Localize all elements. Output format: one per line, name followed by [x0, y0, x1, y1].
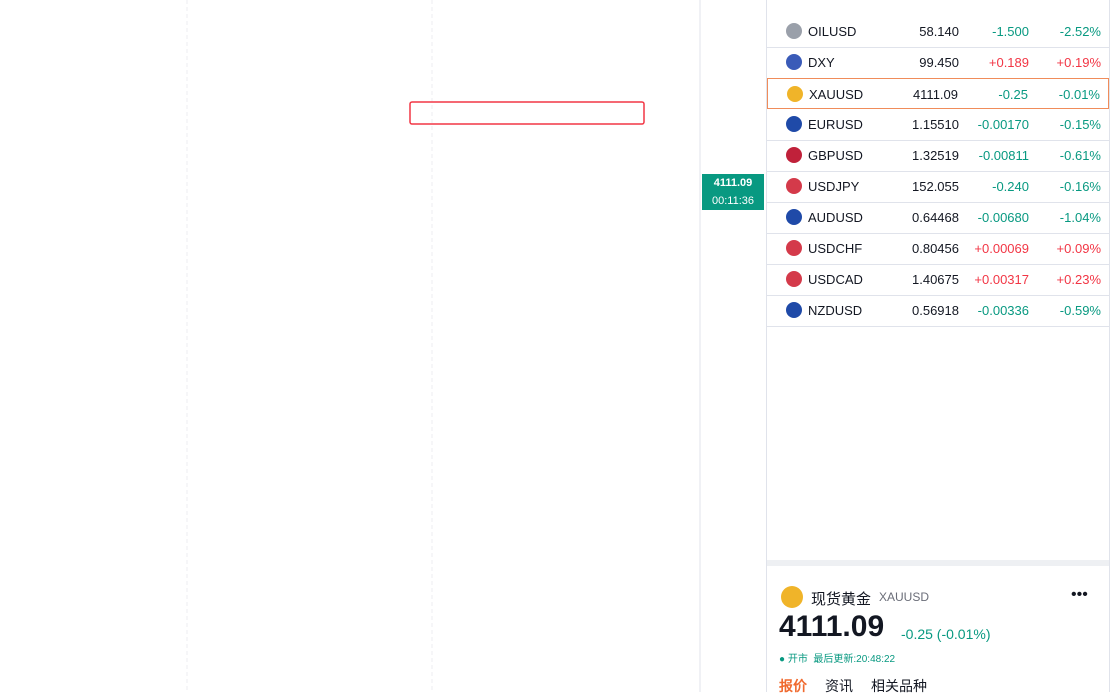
- percent: -0.59%: [1059, 303, 1101, 318]
- price-tag: [702, 174, 764, 210]
- symbol-icon: [786, 178, 802, 194]
- symbol-icon: [786, 23, 802, 39]
- last-price: 4111.09: [714, 177, 753, 189]
- price: 1.15510: [912, 117, 959, 132]
- price: 0.64468: [912, 210, 959, 225]
- symbol-icon: [787, 86, 803, 102]
- symbol-icon: [786, 271, 802, 287]
- detail-panel: 现货黄金 XAUUSD ••• 4111.09 -0.25 (-0.01%) ●…: [767, 560, 1109, 698]
- percent: +0.23%: [1056, 272, 1101, 287]
- price: 1.40675: [912, 272, 959, 287]
- percent: +0.19%: [1056, 55, 1101, 70]
- change: -0.240: [992, 179, 1029, 194]
- symbol: AUDUSD: [808, 210, 863, 225]
- price: 4111.09: [779, 610, 885, 643]
- status: ● 开市 最后更新:20:48:22: [779, 654, 896, 665]
- status-text: 开市: [787, 654, 808, 665]
- change: -0.25: [998, 87, 1028, 102]
- symbol-icon: [786, 147, 802, 163]
- watchlist-row[interactable]: USDCHF 0.80456 +0.00069 +0.09%: [767, 233, 1109, 265]
- change: -0.00336: [977, 303, 1029, 318]
- more[interactable]: •••: [1071, 586, 1088, 603]
- symbol: DXY: [808, 55, 835, 70]
- price: 1.32519: [912, 148, 959, 163]
- symbol-icon: [786, 209, 802, 225]
- change: +0.189: [988, 55, 1029, 70]
- price: 4111.09: [912, 87, 958, 102]
- watchlist-row[interactable]: AUDUSD 0.64468 -0.00680 -1.04%: [767, 202, 1109, 234]
- percent: -0.16%: [1059, 179, 1101, 194]
- watchlist-row[interactable]: GBPUSD 1.32519 -0.00811 -0.61%: [767, 140, 1109, 172]
- sidebar: OILUSD 58.140 -1.500 -2.52% DXY 99.450 +0.189 +…: [766, 0, 1110, 694]
- symbol: XAUUSD: [809, 87, 864, 102]
- price: 0.56918: [912, 303, 959, 318]
- watchlist-row[interactable]: EURUSD 1.15510 -0.00170 -0.15%: [767, 109, 1109, 141]
- change: +0.00317: [974, 272, 1029, 287]
- watchlist-row[interactable]: USDJPY 152.055 -0.240 -0.16%: [767, 171, 1109, 203]
- price: 152.055: [912, 179, 959, 194]
- tab[interactable]: 资讯: [825, 678, 853, 694]
- symbol-icon: [786, 240, 802, 256]
- watchlist-row[interactable]: XAUUSD 4111.09 -0.25 -0.01%: [767, 78, 1109, 109]
- change: -0.25 (-0.01%): [901, 626, 991, 642]
- price: 0.80456: [912, 241, 959, 256]
- percent: -0.15%: [1059, 117, 1101, 132]
- updated: 最后更新:20:48:22: [813, 654, 896, 665]
- watchlist-row[interactable]: NZDUSD 0.56918 -0.00336 -0.59%: [767, 295, 1109, 327]
- name: 现货黄金: [811, 591, 872, 608]
- change: -1.500: [992, 24, 1029, 39]
- change: -0.00170: [977, 117, 1029, 132]
- price: 58.140: [919, 24, 959, 39]
- change: -0.00680: [977, 210, 1029, 225]
- countdown: 00:11:36: [712, 195, 754, 207]
- percent: +0.09%: [1056, 241, 1101, 256]
- percent: -0.61%: [1059, 148, 1101, 163]
- chart: 4111.09 00:11:36: [186, 0, 764, 692]
- change: -0.00811: [978, 148, 1029, 163]
- watchlist-row[interactable]: USDCAD 1.40675 +0.00317 +0.23%: [767, 264, 1109, 296]
- symbol: USDJPY: [808, 179, 860, 194]
- annotation-box: [409, 101, 645, 125]
- symbol-icon: [786, 116, 802, 132]
- symbol: EURUSD: [808, 117, 863, 132]
- symbol: OILUSD: [808, 24, 857, 39]
- symbol: USDCAD: [808, 272, 863, 287]
- tab[interactable]: 报价: [779, 678, 807, 694]
- change: +0.00069: [974, 241, 1029, 256]
- symbol: GBPUSD: [808, 148, 863, 163]
- symbol: XAUUSD: [879, 590, 930, 604]
- tab[interactable]: 相关品种: [871, 678, 927, 694]
- percent: -0.01%: [1058, 87, 1100, 102]
- percent: -1.04%: [1059, 210, 1101, 225]
- watchlist-row[interactable]: DXY 99.450 +0.189 +0.19%: [767, 47, 1109, 79]
- price: 99.450: [919, 55, 959, 70]
- percent: -2.52%: [1059, 24, 1101, 39]
- gold-icon: [781, 586, 803, 608]
- symbol: USDCHF: [808, 241, 863, 256]
- symbol-icon: [786, 54, 802, 70]
- symbol: NZDUSD: [808, 303, 863, 318]
- symbol-icon: [786, 302, 802, 318]
- watchlist-row[interactable]: OILUSD 58.140 -1.500 -2.52%: [767, 16, 1109, 48]
